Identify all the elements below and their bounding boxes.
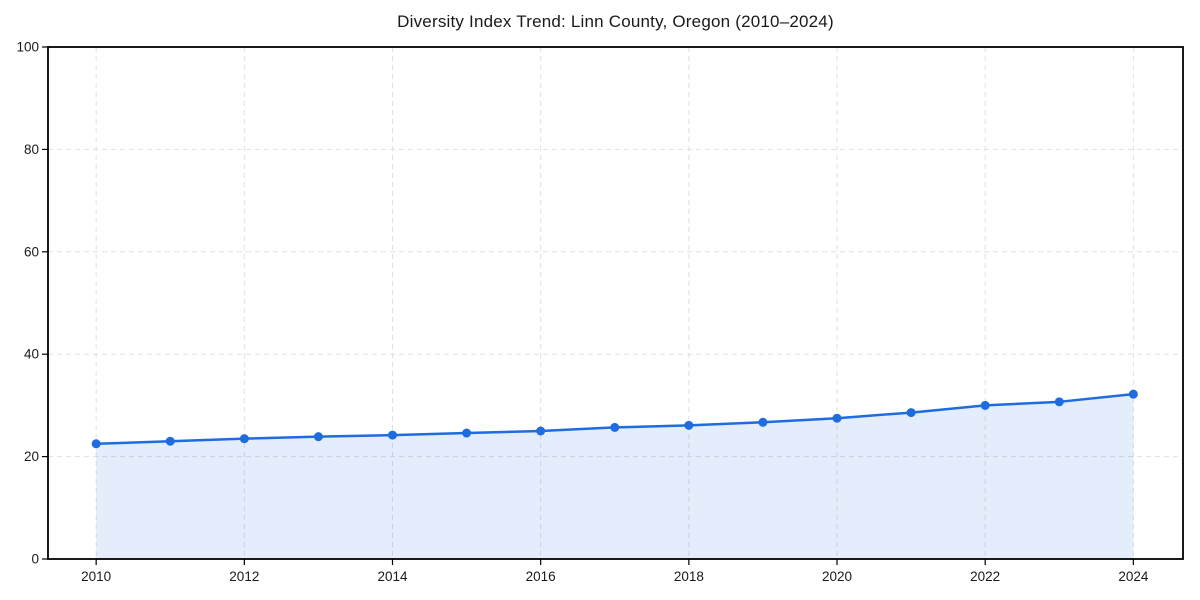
data-point-2020: [832, 413, 842, 423]
chart-title: Diversity Index Trend: Linn County, Oreg…: [397, 12, 834, 31]
y-tick-label-60: 60: [24, 244, 39, 259]
data-point-2019: [758, 417, 768, 427]
data-point-2010: [91, 439, 101, 449]
data-point-2013: [313, 432, 323, 442]
x-tick-label-2018: 2018: [674, 569, 704, 584]
data-point-2018: [684, 420, 694, 430]
x-tick-label-2012: 2012: [229, 569, 259, 584]
data-point-2015: [462, 428, 472, 438]
plot-border: [47, 46, 1184, 560]
x-tick-label-2024: 2024: [1118, 569, 1149, 584]
y-tick-label-80: 80: [24, 142, 39, 157]
data-point-2014: [388, 430, 398, 440]
data-point-2012: [239, 434, 249, 444]
data-point-2024: [1128, 389, 1138, 399]
data-point-2021: [906, 408, 916, 418]
y-tick-label-100: 100: [16, 40, 39, 55]
y-tick-label-20: 20: [24, 449, 39, 464]
data-point-2011: [165, 436, 175, 446]
y-tick-label-40: 40: [24, 347, 39, 362]
area-fill: [96, 394, 1134, 559]
x-tick-label-2022: 2022: [970, 569, 1000, 584]
x-tick-label-2020: 2020: [822, 569, 852, 584]
data-point-2022: [980, 400, 990, 410]
data-point-2023: [1054, 397, 1064, 407]
y-tick-label-0: 0: [31, 552, 39, 567]
data-point-2016: [536, 426, 546, 436]
x-tick-label-2016: 2016: [526, 569, 556, 584]
data-point-2017: [610, 422, 620, 432]
x-tick-label-2010: 2010: [81, 569, 111, 584]
x-tick-label-2014: 2014: [377, 569, 408, 584]
